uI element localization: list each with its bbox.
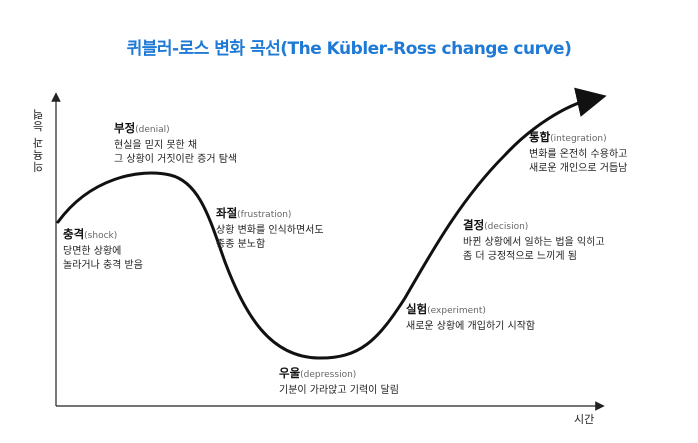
stage-decision-en: (decision) bbox=[484, 222, 529, 232]
stage-decision-desc-2: 좀 더 긍정적으로 느끼게 됨 bbox=[463, 251, 577, 262]
stage-experiment-name: 실험 bbox=[406, 302, 428, 316]
stage-denial: 부정(denial) 현실을 믿지 못한 채 그 상황이 거짓이란 증거 탐색 bbox=[114, 121, 237, 167]
stage-shock-desc-2: 놀라거나 충격 받음 bbox=[63, 260, 143, 271]
stage-integration: 통합(integration) 변화를 온전히 수용하고 새로운 개인으로 거듭… bbox=[529, 130, 627, 176]
stage-depression-en: (depression) bbox=[300, 370, 357, 380]
stage-denial-desc-1: 현실을 믿지 못한 채 bbox=[114, 140, 198, 151]
stage-frustration-en: (frustration) bbox=[237, 210, 292, 220]
change-curve bbox=[56, 87, 607, 360]
stage-integration-desc-1: 변화를 온전히 수용하고 bbox=[529, 149, 628, 160]
stage-frustration: 좌절(frustration) 상황 변화를 인식하면서도 종종 분노함 bbox=[216, 206, 324, 252]
stage-decision-name: 결정 bbox=[463, 218, 485, 232]
y-axis-label: 의욕과 능력 bbox=[32, 108, 45, 173]
stage-depression-name: 우울 bbox=[279, 366, 301, 380]
stage-integration-name: 통합 bbox=[529, 130, 551, 144]
stage-shock-name: 충격 bbox=[63, 227, 85, 241]
stage-decision-desc-1: 바뀐 상황에서 일하는 법을 익히고 bbox=[463, 237, 605, 248]
stage-denial-en: (denial) bbox=[135, 125, 170, 135]
stage-denial-desc-2: 그 상황이 거짓이란 증거 탐색 bbox=[114, 154, 238, 165]
stage-frustration-desc-2: 종종 분노함 bbox=[216, 239, 266, 250]
stage-experiment: 실험(experiment) 새로운 상황에 개입하기 시작함 bbox=[406, 302, 535, 334]
stage-depression-desc-1: 기분이 가라앉고 기력이 달림 bbox=[279, 385, 399, 396]
stage-shock-en: (shock) bbox=[84, 231, 118, 241]
diagram-title: 퀴블러-로스 변화 곡선(The Kübler-Ross change curv… bbox=[126, 39, 572, 59]
stage-frustration-name: 좌절 bbox=[216, 206, 238, 220]
stage-shock-desc-1: 당면한 상황에 bbox=[63, 246, 122, 257]
stage-frustration-desc-1: 상황 변화를 인식하면서도 bbox=[216, 225, 324, 236]
stage-integration-en: (integration) bbox=[550, 134, 607, 144]
stage-experiment-en: (experiment) bbox=[427, 306, 486, 316]
stage-denial-name: 부정 bbox=[114, 121, 136, 135]
stage-integration-desc-2: 새로운 개인으로 거듭남 bbox=[529, 163, 628, 174]
stage-depression: 우울(depression) 기분이 가라앉고 기력이 달림 bbox=[279, 366, 399, 398]
stage-decision: 결정(decision) 바뀐 상황에서 일하는 법을 익히고 좀 더 긍정적으… bbox=[463, 218, 605, 264]
stage-shock: 충격(shock) 당면한 상황에 놀라거나 충격 받음 bbox=[63, 227, 143, 273]
stage-experiment-desc-1: 새로운 상황에 개입하기 시작함 bbox=[406, 321, 536, 332]
x-axis-label: 시간 bbox=[574, 413, 595, 426]
